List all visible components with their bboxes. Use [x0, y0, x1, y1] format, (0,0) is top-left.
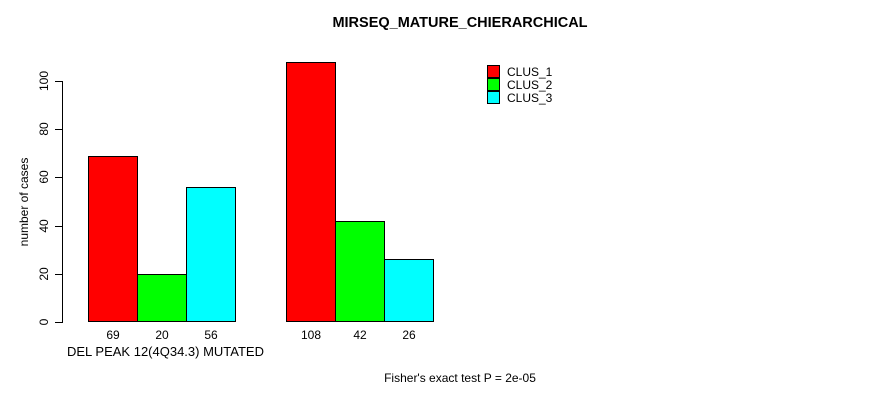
y-axis-tick-label: 60 — [37, 170, 51, 184]
y-axis-tick — [55, 274, 62, 275]
chart-title: MIRSEQ_MATURE_CHIERARCHICAL — [332, 15, 588, 31]
bar-clus_2-group2 — [335, 221, 385, 322]
y-axis-tick — [55, 322, 62, 323]
fisher-test-annotation: Fisher's exact test P = 2e-05 — [384, 371, 536, 385]
bar-value-label: 42 — [353, 328, 367, 342]
y-axis-tick — [55, 81, 62, 82]
bar-clus_3-group2 — [384, 259, 434, 322]
bar-clus_3-group1 — [186, 187, 236, 322]
y-axis-line — [62, 81, 63, 323]
y-axis-tick-label: 80 — [37, 122, 51, 136]
legend-item-clus_2: CLUS_2 — [487, 77, 553, 92]
y-axis-tick — [55, 177, 62, 178]
x-axis-label: DEL PEAK 12(4Q34.3) MUTATED — [67, 344, 264, 359]
legend-swatch-icon — [487, 65, 500, 78]
bar-clus_1-group2 — [286, 62, 336, 322]
y-axis-tick-label: 0 — [37, 318, 51, 326]
bar-value-label: 69 — [106, 328, 120, 342]
legend-label: CLUS_2 — [507, 77, 553, 92]
legend-swatch-icon — [487, 91, 500, 104]
y-axis-tick — [55, 129, 62, 130]
bar-value-label: 108 — [300, 328, 322, 342]
legend-label: CLUS_1 — [507, 64, 553, 79]
legend-item-clus_1: CLUS_1 — [487, 64, 553, 79]
y-axis-tick — [55, 226, 62, 227]
bar-clus_1-group1 — [88, 156, 138, 322]
bar-clus_2-group1 — [137, 274, 187, 322]
bar-value-label: 56 — [204, 328, 218, 342]
y-axis-tick-label: 40 — [37, 219, 51, 233]
bar-value-label: 26 — [402, 328, 416, 342]
legend-swatch-icon — [487, 78, 500, 91]
legend-label: CLUS_3 — [507, 90, 553, 105]
y-axis-tick-label: 100 — [37, 70, 51, 92]
y-axis-label: number of cases — [17, 157, 31, 247]
y-axis-tick-label: 20 — [37, 267, 51, 281]
legend-item-clus_3: CLUS_3 — [487, 90, 553, 105]
bar-value-label: 20 — [155, 328, 169, 342]
legend: CLUS_1 CLUS_2 CLUS_3 — [487, 64, 553, 105]
